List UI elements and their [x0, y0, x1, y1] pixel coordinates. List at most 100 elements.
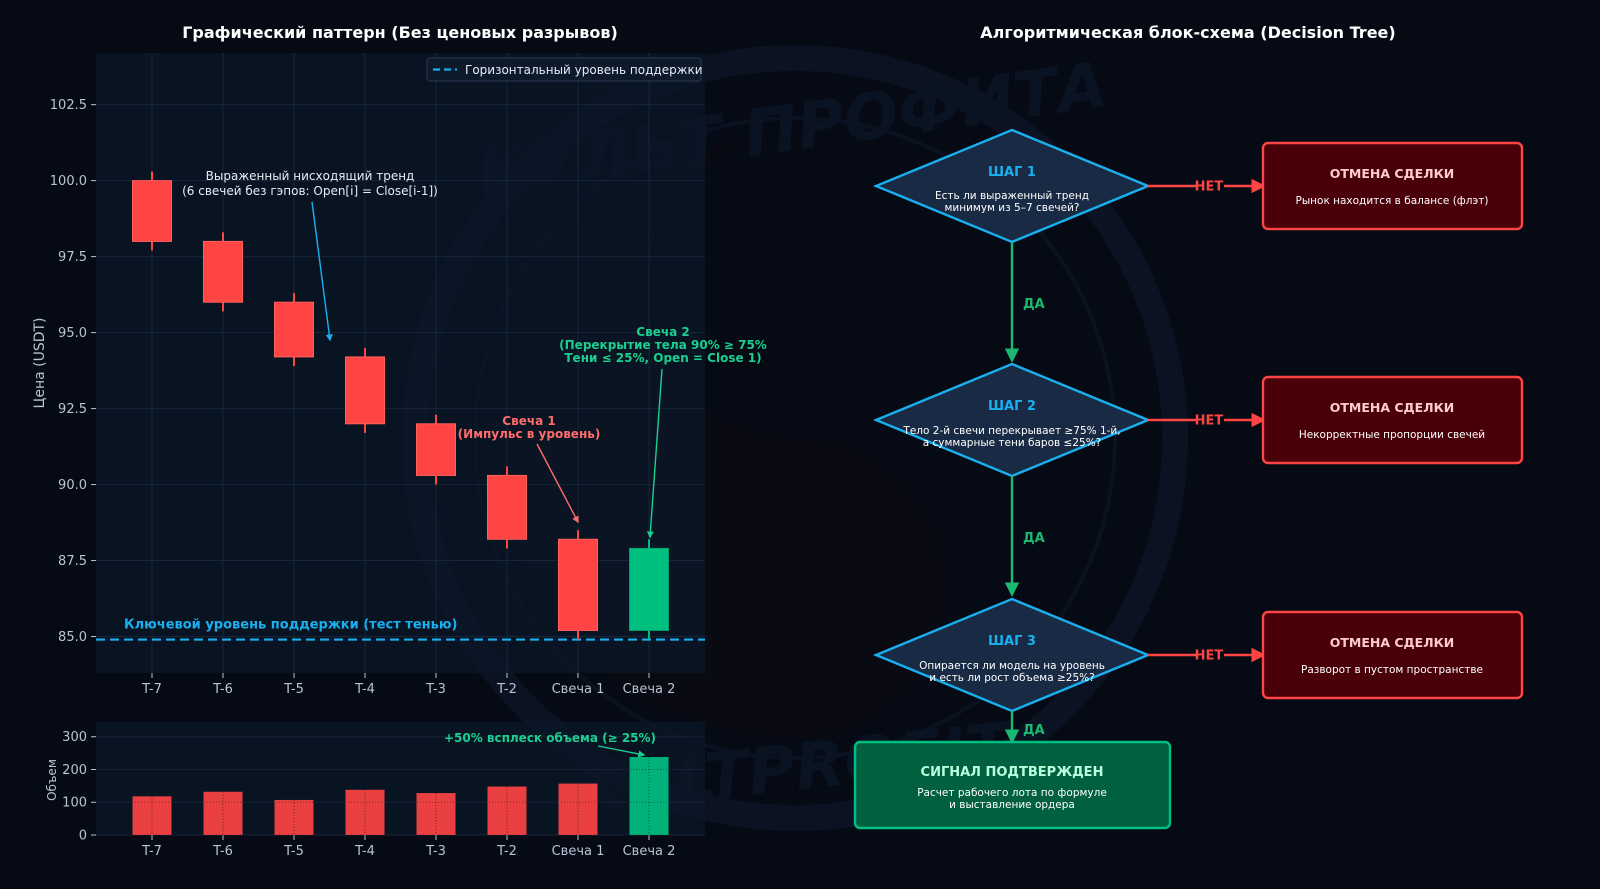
candle-body [132, 180, 172, 242]
volume-bar-T-5 [274, 799, 314, 835]
candle-y-tick-label: 100.0 [50, 174, 87, 189]
candle-y-tick-label: 87.5 [58, 554, 87, 569]
flow-cancel-1-text: Рынок находится в балансе (флэт) [1296, 195, 1489, 207]
candle-x-tick-label: T-5 [283, 682, 304, 697]
flow-step-1-line2: минимум из 5–7 свечей? [944, 202, 1079, 214]
candle-y-tick-label: 85.0 [58, 630, 87, 645]
flow-cancel-2-text: Некорректные пропорции свечей [1299, 429, 1485, 441]
volume-x-tick-label: T-3 [425, 844, 446, 859]
flow-step-2-line2: а суммарные тени баров ≤25%? [923, 437, 1102, 449]
flow-no-1-label: НЕТ [1195, 180, 1224, 195]
flow-step-3-title: ШАГ 3 [988, 634, 1036, 649]
flow-cancel-3-text: Разворот в пустом пространстве [1301, 664, 1483, 676]
candle-x-tick-label: T-2 [496, 682, 517, 697]
candle-Свеча 2 [629, 539, 669, 640]
annotation-candle1-line1: Свеча 1 [502, 414, 555, 428]
flow-step-2-line1: Тело 2-й свечи перекрывает ≥75% 1-й, [902, 425, 1120, 437]
flow-step-1-title: ШАГ 1 [988, 165, 1036, 180]
volume-y-tick-label: 200 [62, 763, 87, 778]
flow-cancel-3: ОТМЕНА СДЕЛКИ Разворот в пустом простран… [1261, 610, 1524, 700]
volume-x-tick-label: T-4 [354, 844, 375, 859]
candle-y-tick-label: 97.5 [58, 250, 87, 265]
flow-cancel-2: ОТМЕНА СДЕЛКИ Некорректные пропорции све… [1261, 375, 1524, 465]
volume-x-tick-label: T-7 [141, 844, 162, 859]
flow-no-2-label: НЕТ [1195, 414, 1224, 429]
flow-signal-box [853, 740, 1172, 830]
candle-body [487, 474, 527, 540]
flow-signal-line1: Расчет рабочего лота по формуле [917, 787, 1107, 799]
flow-cancel-1-box [1261, 141, 1524, 231]
candle-x-tick-label: Свеча 2 [623, 682, 676, 697]
volume-y-tick-label: 300 [62, 730, 87, 745]
candle-body [416, 423, 456, 476]
flow-signal: СИГНАЛ ПОДТВЕРЖДЕН Расчет рабочего лота … [853, 740, 1172, 830]
flow-step-2-diamond [872, 362, 1152, 478]
volume-x-tick-label: Свеча 1 [552, 844, 605, 859]
candle-body [345, 356, 385, 425]
candle-y-tick-label: 92.5 [58, 402, 87, 417]
support-level-label: Ключевой уровень поддержки (тест тенью) [124, 618, 457, 633]
candle-T-5 [274, 293, 314, 367]
flow-cancel-1: ОТМЕНА СДЕЛКИ Рынок находится в балансе … [1261, 141, 1524, 231]
volume-bars [96, 736, 705, 836]
flow-step-3-line1: Опирается ли модель на уровень [919, 660, 1105, 672]
volume-bar-T-4 [345, 789, 385, 835]
flow-step-3: ШАГ 3 Опирается ли модель на уровень и е… [872, 597, 1152, 713]
annotation-trend-line2: (6 свечей без гэпов: Open[i] = Close[i-1… [182, 184, 438, 198]
candle-chart-title: Графический паттерн (Без ценовых разрыво… [182, 23, 618, 42]
annotation-trend-line1: Выраженный нисходящий тренд [206, 169, 415, 183]
candle-y-tick-label: 95.0 [58, 326, 87, 341]
candle-T-3 [416, 414, 456, 485]
candle-x-axis: T-7 T-6 T-5 T-4 T-3 T-2 Свеча 1 Свеча 2 [141, 673, 675, 697]
annotation-volume: +50% всплеск объема (≥ 25%) [444, 731, 656, 758]
candle-y-tick-label: 102.5 [50, 98, 87, 113]
annotation-candle1-line2: (Импульс в уровень) [458, 427, 601, 441]
flow-yes-3-label: ДА [1023, 723, 1045, 738]
candles [132, 171, 669, 640]
volume-x-tick-label: T-2 [496, 844, 517, 859]
annotation-volume-text: +50% всплеск объема (≥ 25%) [444, 731, 656, 745]
flow-no-3-label: НЕТ [1195, 649, 1224, 664]
candle-T-4 [345, 347, 385, 433]
volume-y-axis: 0 100 200 300 [62, 730, 96, 844]
candle-body [274, 301, 314, 358]
legend-box [426, 57, 702, 82]
annotation-candle2-line3: Тени ≤ 25%, Open = Close 1) [564, 351, 761, 365]
annotation-volume-arrow [597, 745, 646, 758]
volume-plot-area [96, 722, 705, 835]
candle-x-tick-label: Свеча 1 [552, 682, 605, 697]
volume-bar-Свеча 1 [558, 783, 598, 835]
candle-body [203, 240, 243, 303]
flow-step-1-line1: Есть ли выраженный тренд [935, 190, 1089, 202]
annotation-candle1-arrow [536, 443, 579, 524]
flow-step-2-title: ШАГ 2 [988, 399, 1036, 414]
annotation-trend-arrow [311, 201, 333, 342]
annotation-candle2-arrow [646, 368, 663, 539]
volume-y-axis-label: Объем [45, 759, 59, 801]
annotation-candle2-line2: (Перекрытие тела 90% ≥ 75% [559, 338, 767, 352]
candle-legend: Горизонтальный уровень поддержки [426, 57, 703, 82]
volume-y-tick-label: 100 [62, 796, 87, 811]
candle-body [558, 538, 598, 631]
candle-T-6 [203, 232, 243, 312]
candle-Свеча 1 [558, 530, 598, 640]
volume-x-axis: T-7 T-6 T-5 T-4 T-3 T-2 Свеча 1 Свеча 2 [141, 835, 675, 859]
candle-x-tick-label: T-3 [425, 682, 446, 697]
flow-step-3-line2: и есть ли рост объема ≥25%? [929, 672, 1094, 684]
flow-cancel-2-title: ОТМЕНА СДЕЛКИ [1330, 400, 1455, 415]
candle-x-tick-label: T-4 [354, 682, 375, 697]
candle-y-axis-label: Цена (USDT) [32, 317, 48, 408]
volume-y-tick-label: 0 [79, 829, 87, 844]
annotation-trend: Выраженный нисходящий тренд (6 свечей бе… [182, 169, 438, 342]
candle-plot-area [96, 53, 705, 673]
legend-label: Горизонтальный уровень поддержки [465, 63, 703, 77]
volume-x-tick-label: T-5 [283, 844, 304, 859]
volume-x-tick-label: T-6 [212, 844, 233, 859]
candle-x-tick-label: T-6 [212, 682, 233, 697]
annotation-candle2: Свеча 2 (Перекрытие тела 90% ≥ 75% Тени … [559, 325, 767, 539]
annotation-candle2-line1: Свеча 2 [636, 325, 689, 339]
flow-yes-2-label: ДА [1023, 531, 1045, 546]
flow-cancel-2-box [1261, 375, 1524, 465]
flow-cancel-1-title: ОТМЕНА СДЕЛКИ [1330, 166, 1455, 181]
